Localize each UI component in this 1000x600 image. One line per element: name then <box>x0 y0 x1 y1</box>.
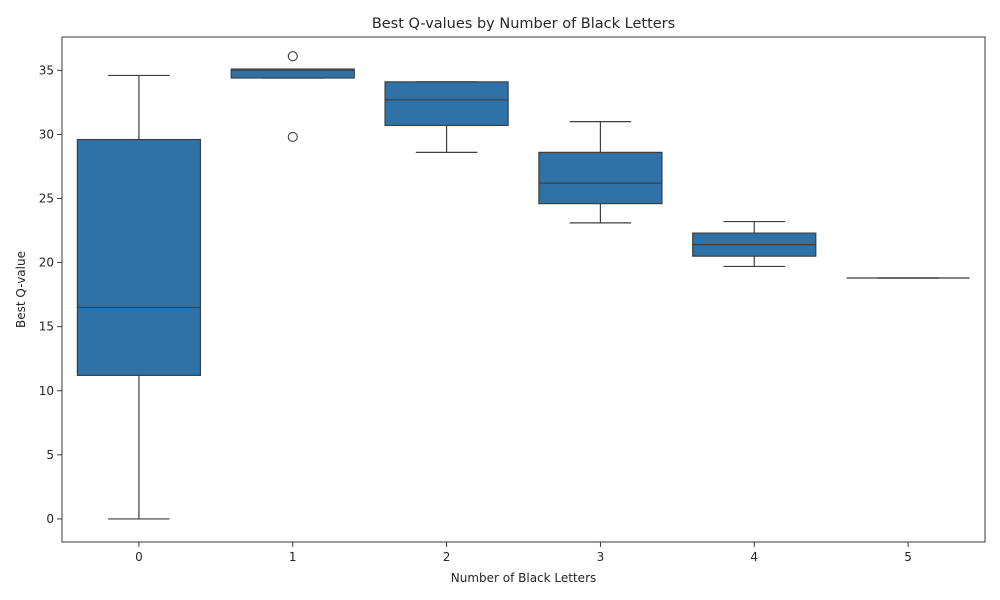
y-axis: 0 5 10 15 20 25 30 35 <box>39 63 62 526</box>
y-tick-label: 25 <box>39 191 54 205</box>
box-iqr <box>230 68 355 79</box>
box-group-3 <box>538 120 663 224</box>
plot-area <box>76 51 970 520</box>
x-axis: 0 1 2 3 4 5 <box>135 542 912 564</box>
box-group-1 <box>230 51 355 143</box>
y-tick-label: 0 <box>46 512 54 526</box>
box-iqr <box>384 81 509 127</box>
outlier-point <box>287 131 298 143</box>
x-axis-label: Number of Black Letters <box>451 571 597 585</box>
x-tick-label: 0 <box>135 550 143 564</box>
y-tick-label: 30 <box>39 127 54 141</box>
box-group-4 <box>692 220 817 268</box>
y-tick-label: 5 <box>46 448 54 462</box>
x-tick-label: 5 <box>904 550 912 564</box>
box-iqr <box>76 138 202 376</box>
y-tick-label: 35 <box>39 63 54 77</box>
outlier-point <box>287 51 298 62</box>
x-tick-label: 4 <box>750 550 758 564</box>
y-tick-label: 20 <box>39 256 54 270</box>
x-tick-label: 2 <box>443 550 451 564</box>
x-tick-label: 3 <box>597 550 605 564</box>
y-tick-label: 15 <box>39 320 54 334</box>
y-axis-label: Best Q-value <box>14 251 28 328</box>
plot-frame <box>61 36 986 543</box>
box-iqr <box>538 151 663 205</box>
y-tick-label: 10 <box>39 384 54 398</box>
box-group-2 <box>384 81 509 153</box>
x-tick-label: 1 <box>289 550 297 564</box>
chart-title: Best Q-values by Number of Black Letters <box>372 16 675 32</box>
box-group-0 <box>76 74 202 520</box>
